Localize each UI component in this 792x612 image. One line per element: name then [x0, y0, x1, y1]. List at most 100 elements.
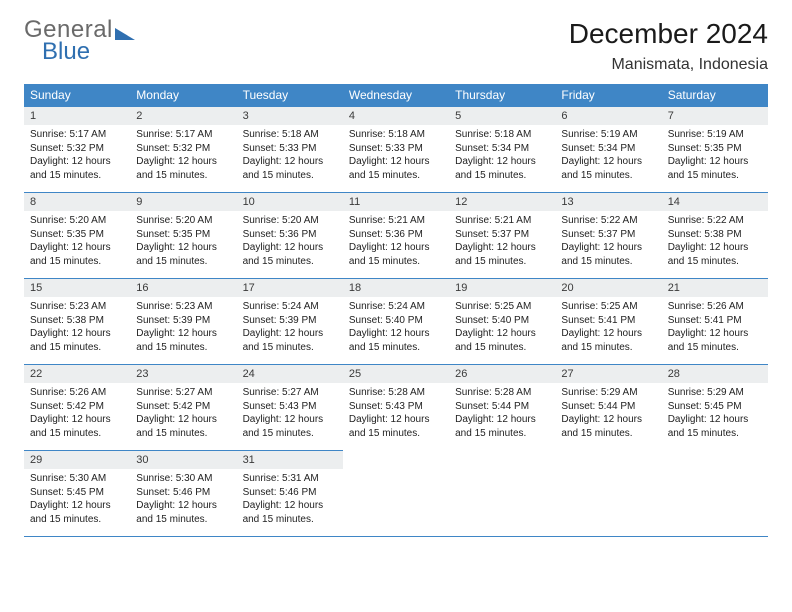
sunset-text: Sunset: 5:45 PM — [668, 400, 762, 414]
daylight-text: Daylight: 12 hours and 15 minutes. — [349, 241, 443, 268]
day-body: Sunrise: 5:24 AMSunset: 5:39 PMDaylight:… — [237, 297, 343, 358]
day-number: 27 — [555, 365, 661, 383]
daylight-text: Daylight: 12 hours and 15 minutes. — [136, 327, 230, 354]
sunrise-text: Sunrise: 5:18 AM — [243, 128, 337, 142]
day-body: Sunrise: 5:17 AMSunset: 5:32 PMDaylight:… — [24, 125, 130, 186]
sunset-text: Sunset: 5:41 PM — [561, 314, 655, 328]
day-number: 11 — [343, 193, 449, 211]
sunrise-text: Sunrise: 5:30 AM — [30, 472, 124, 486]
sunrise-text: Sunrise: 5:18 AM — [455, 128, 549, 142]
day-header: Saturday — [662, 84, 768, 107]
sunrise-text: Sunrise: 5:22 AM — [561, 214, 655, 228]
sunrise-text: Sunrise: 5:30 AM — [136, 472, 230, 486]
day-number: 9 — [130, 193, 236, 211]
day-number: 6 — [555, 107, 661, 125]
day-number: 25 — [343, 365, 449, 383]
calendar-cell: 8Sunrise: 5:20 AMSunset: 5:35 PMDaylight… — [24, 193, 130, 279]
sunrise-text: Sunrise: 5:19 AM — [668, 128, 762, 142]
calendar-cell: 20Sunrise: 5:25 AMSunset: 5:41 PMDayligh… — [555, 279, 661, 365]
daylight-text: Daylight: 12 hours and 15 minutes. — [243, 327, 337, 354]
sunset-text: Sunset: 5:39 PM — [243, 314, 337, 328]
calendar-cell: 1Sunrise: 5:17 AMSunset: 5:32 PMDaylight… — [24, 107, 130, 193]
daylight-text: Daylight: 12 hours and 15 minutes. — [30, 241, 124, 268]
day-number: 3 — [237, 107, 343, 125]
day-header: Monday — [130, 84, 236, 107]
sunrise-text: Sunrise: 5:25 AM — [455, 300, 549, 314]
daylight-text: Daylight: 12 hours and 15 minutes. — [243, 499, 337, 526]
day-number: 23 — [130, 365, 236, 383]
sunset-text: Sunset: 5:35 PM — [136, 228, 230, 242]
day-number: 16 — [130, 279, 236, 297]
sunset-text: Sunset: 5:37 PM — [561, 228, 655, 242]
daylight-text: Daylight: 12 hours and 15 minutes. — [136, 241, 230, 268]
sunrise-text: Sunrise: 5:24 AM — [349, 300, 443, 314]
day-body: Sunrise: 5:28 AMSunset: 5:44 PMDaylight:… — [449, 383, 555, 444]
calendar-row: 22Sunrise: 5:26 AMSunset: 5:42 PMDayligh… — [24, 365, 768, 451]
sunset-text: Sunset: 5:39 PM — [136, 314, 230, 328]
calendar-cell: 19Sunrise: 5:25 AMSunset: 5:40 PMDayligh… — [449, 279, 555, 365]
sunrise-text: Sunrise: 5:23 AM — [136, 300, 230, 314]
daylight-text: Daylight: 12 hours and 15 minutes. — [668, 413, 762, 440]
sunrise-text: Sunrise: 5:29 AM — [561, 386, 655, 400]
calendar-cell — [343, 451, 449, 537]
daylight-text: Daylight: 12 hours and 15 minutes. — [349, 413, 443, 440]
daylight-text: Daylight: 12 hours and 15 minutes. — [668, 241, 762, 268]
day-body: Sunrise: 5:26 AMSunset: 5:41 PMDaylight:… — [662, 297, 768, 358]
sunrise-text: Sunrise: 5:20 AM — [243, 214, 337, 228]
header: General Blue December 2024 Manismata, In… — [24, 18, 768, 74]
daylight-text: Daylight: 12 hours and 15 minutes. — [455, 155, 549, 182]
day-body: Sunrise: 5:25 AMSunset: 5:41 PMDaylight:… — [555, 297, 661, 358]
day-number: 17 — [237, 279, 343, 297]
brand-part2: Blue — [42, 40, 90, 64]
sunset-text: Sunset: 5:34 PM — [561, 142, 655, 156]
day-number: 15 — [24, 279, 130, 297]
title-block: December 2024 Manismata, Indonesia — [569, 18, 768, 74]
sunset-text: Sunset: 5:44 PM — [561, 400, 655, 414]
calendar-cell: 12Sunrise: 5:21 AMSunset: 5:37 PMDayligh… — [449, 193, 555, 279]
sunset-text: Sunset: 5:33 PM — [243, 142, 337, 156]
day-number: 31 — [237, 451, 343, 469]
day-body: Sunrise: 5:22 AMSunset: 5:37 PMDaylight:… — [555, 211, 661, 272]
daylight-text: Daylight: 12 hours and 15 minutes. — [30, 155, 124, 182]
day-body: Sunrise: 5:27 AMSunset: 5:43 PMDaylight:… — [237, 383, 343, 444]
day-number: 1 — [24, 107, 130, 125]
daylight-text: Daylight: 12 hours and 15 minutes. — [455, 241, 549, 268]
sunset-text: Sunset: 5:32 PM — [136, 142, 230, 156]
day-body: Sunrise: 5:20 AMSunset: 5:36 PMDaylight:… — [237, 211, 343, 272]
brand-logo: General Blue — [24, 18, 135, 64]
calendar-cell: 31Sunrise: 5:31 AMSunset: 5:46 PMDayligh… — [237, 451, 343, 537]
day-number: 4 — [343, 107, 449, 125]
day-number: 21 — [662, 279, 768, 297]
daylight-text: Daylight: 12 hours and 15 minutes. — [136, 155, 230, 182]
calendar-cell: 2Sunrise: 5:17 AMSunset: 5:32 PMDaylight… — [130, 107, 236, 193]
day-number: 28 — [662, 365, 768, 383]
day-body: Sunrise: 5:26 AMSunset: 5:42 PMDaylight:… — [24, 383, 130, 444]
calendar-cell: 3Sunrise: 5:18 AMSunset: 5:33 PMDaylight… — [237, 107, 343, 193]
sunrise-text: Sunrise: 5:17 AM — [136, 128, 230, 142]
calendar-cell: 22Sunrise: 5:26 AMSunset: 5:42 PMDayligh… — [24, 365, 130, 451]
daylight-text: Daylight: 12 hours and 15 minutes. — [561, 327, 655, 354]
day-number: 30 — [130, 451, 236, 469]
sunset-text: Sunset: 5:38 PM — [668, 228, 762, 242]
daylight-text: Daylight: 12 hours and 15 minutes. — [30, 327, 124, 354]
day-body: Sunrise: 5:31 AMSunset: 5:46 PMDaylight:… — [237, 469, 343, 530]
day-number: 8 — [24, 193, 130, 211]
day-number: 22 — [24, 365, 130, 383]
calendar-cell — [555, 451, 661, 537]
day-body: Sunrise: 5:23 AMSunset: 5:39 PMDaylight:… — [130, 297, 236, 358]
day-number: 20 — [555, 279, 661, 297]
day-number: 26 — [449, 365, 555, 383]
sunset-text: Sunset: 5:37 PM — [455, 228, 549, 242]
calendar-cell: 30Sunrise: 5:30 AMSunset: 5:46 PMDayligh… — [130, 451, 236, 537]
sunset-text: Sunset: 5:41 PM — [668, 314, 762, 328]
day-body: Sunrise: 5:20 AMSunset: 5:35 PMDaylight:… — [24, 211, 130, 272]
day-number: 10 — [237, 193, 343, 211]
sunrise-text: Sunrise: 5:19 AM — [561, 128, 655, 142]
sunset-text: Sunset: 5:32 PM — [30, 142, 124, 156]
sunset-text: Sunset: 5:42 PM — [136, 400, 230, 414]
calendar-cell: 13Sunrise: 5:22 AMSunset: 5:37 PMDayligh… — [555, 193, 661, 279]
calendar-row: 8Sunrise: 5:20 AMSunset: 5:35 PMDaylight… — [24, 193, 768, 279]
day-body: Sunrise: 5:22 AMSunset: 5:38 PMDaylight:… — [662, 211, 768, 272]
sunrise-text: Sunrise: 5:17 AM — [30, 128, 124, 142]
day-number: 12 — [449, 193, 555, 211]
